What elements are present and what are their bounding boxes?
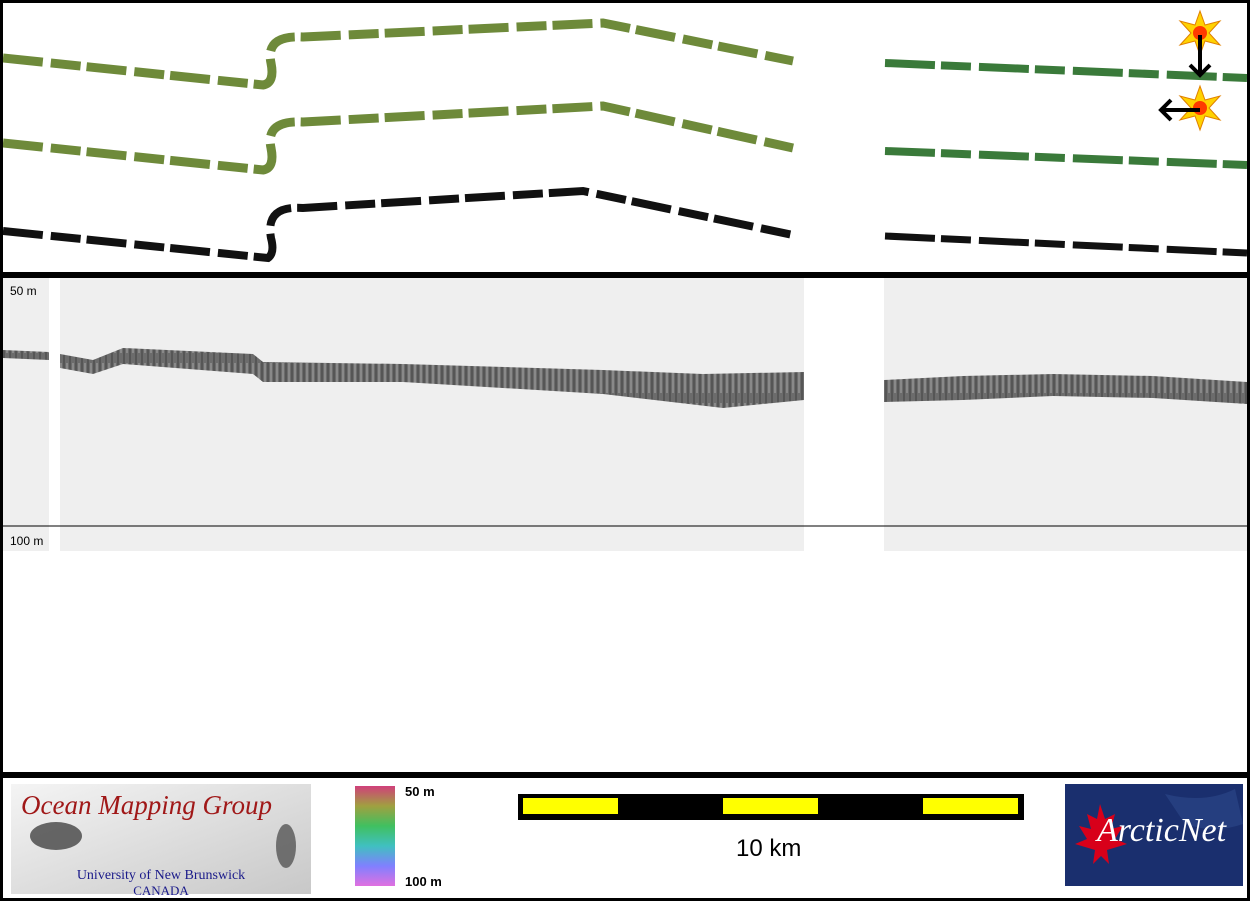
scale-label: 10 km xyxy=(736,835,802,862)
profile-segment-bg xyxy=(3,278,49,551)
profile-segment-bg xyxy=(884,278,1247,551)
arrow-left-icon xyxy=(1158,98,1200,122)
omg-title: Ocean Mapping Group xyxy=(21,790,272,820)
track-line-lower xyxy=(3,186,794,263)
footer-panel: Ocean Mapping Group University of New Br… xyxy=(3,778,1247,898)
scale-bar-segment xyxy=(723,798,818,814)
track-line-middle xyxy=(3,101,794,175)
track-line-upper-east xyxy=(884,59,1247,82)
scale-bar xyxy=(518,794,1024,820)
seabed-profile-panel: 50 m 100 m xyxy=(3,278,1247,772)
track-panel xyxy=(3,3,1247,272)
colorbar-bottom-label: 100 m xyxy=(405,874,442,889)
track-line-upper xyxy=(3,18,794,90)
arrow-down-icon xyxy=(1188,35,1212,78)
arcticnet-logo: ArcticNet xyxy=(1065,784,1243,886)
colorbar-top-label: 50 m xyxy=(405,784,435,799)
track-line-middle-east xyxy=(884,147,1247,169)
track-line-lower-east xyxy=(884,232,1247,257)
ocean-mapping-group-logo: Ocean Mapping Group University of New Br… xyxy=(11,784,311,898)
seabed-profile-svg xyxy=(3,278,1247,551)
scale-bar-segment xyxy=(923,798,1018,814)
depth-top-label: 50 m xyxy=(10,284,37,298)
profile-segment-bg xyxy=(60,278,804,551)
scale-bar-segment xyxy=(523,798,618,814)
seabed-band xyxy=(884,374,1247,404)
depth-colorbar xyxy=(355,786,395,886)
maple-leaf-icon xyxy=(1075,789,1243,864)
omg-university: University of New Brunswick xyxy=(76,868,246,883)
seabed-image-icon xyxy=(11,784,311,894)
omg-country: CANADA xyxy=(133,883,189,898)
depth-bottom-label: 100 m xyxy=(10,534,44,548)
seabed-band xyxy=(3,350,49,360)
track-lines-svg xyxy=(3,9,1247,263)
seabed-band xyxy=(60,348,804,408)
arcticnet-text: ArcticNet xyxy=(1097,812,1227,849)
